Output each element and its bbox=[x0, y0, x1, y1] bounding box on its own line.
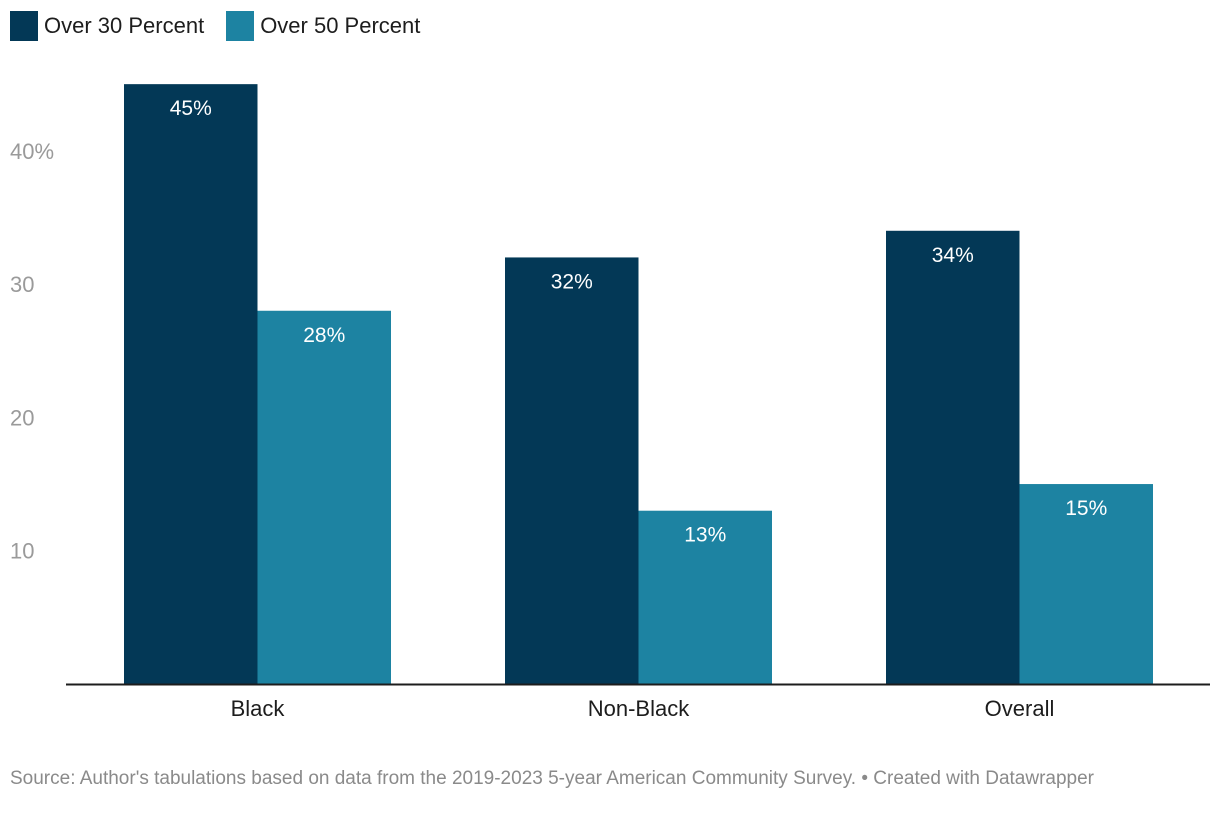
legend-item-over-30: Over 30 Percent bbox=[10, 11, 204, 41]
legend-label-over-50: Over 50 Percent bbox=[260, 13, 421, 38]
y-tick-label: 20 bbox=[10, 405, 34, 430]
x-category-label: Black bbox=[231, 696, 286, 721]
bar-over-30 bbox=[886, 230, 1020, 684]
legend-swatch-over-50 bbox=[226, 11, 255, 41]
source-note: Source: Author's tabulations based on da… bbox=[10, 768, 1095, 789]
x-category-label: Overall bbox=[985, 696, 1055, 721]
bar-value-label: 34% bbox=[932, 244, 974, 267]
y-tick-label: 10 bbox=[10, 539, 34, 564]
bar-over-30 bbox=[124, 84, 258, 684]
bar-value-label: 32% bbox=[551, 270, 593, 293]
legend-swatch-over-30 bbox=[10, 11, 38, 41]
bar-chart: 10 20 30 40% 45% 28% Black 32% 13% Non-Black 34% 15… bbox=[10, 84, 1210, 721]
bar-value-label: 13% bbox=[684, 524, 726, 547]
y-tick-label: 30 bbox=[10, 272, 34, 297]
y-tick-label: 40% bbox=[10, 139, 54, 164]
bar-value-label: 28% bbox=[303, 324, 345, 347]
bar-over-50 bbox=[1019, 484, 1153, 684]
bar-value-label: 15% bbox=[1065, 497, 1107, 520]
legend: Over 30 Percent Over 50 Percent bbox=[10, 10, 420, 42]
bar-over-50 bbox=[257, 310, 391, 684]
bar-over-30 bbox=[505, 257, 639, 684]
legend-label-over-30: Over 30 Percent bbox=[44, 13, 205, 38]
legend-item-over-50: Over 50 Percent bbox=[226, 11, 420, 41]
bar-over-50 bbox=[638, 510, 772, 684]
bar-value-label: 45% bbox=[170, 97, 212, 120]
x-category-label: Non-Black bbox=[588, 696, 690, 721]
